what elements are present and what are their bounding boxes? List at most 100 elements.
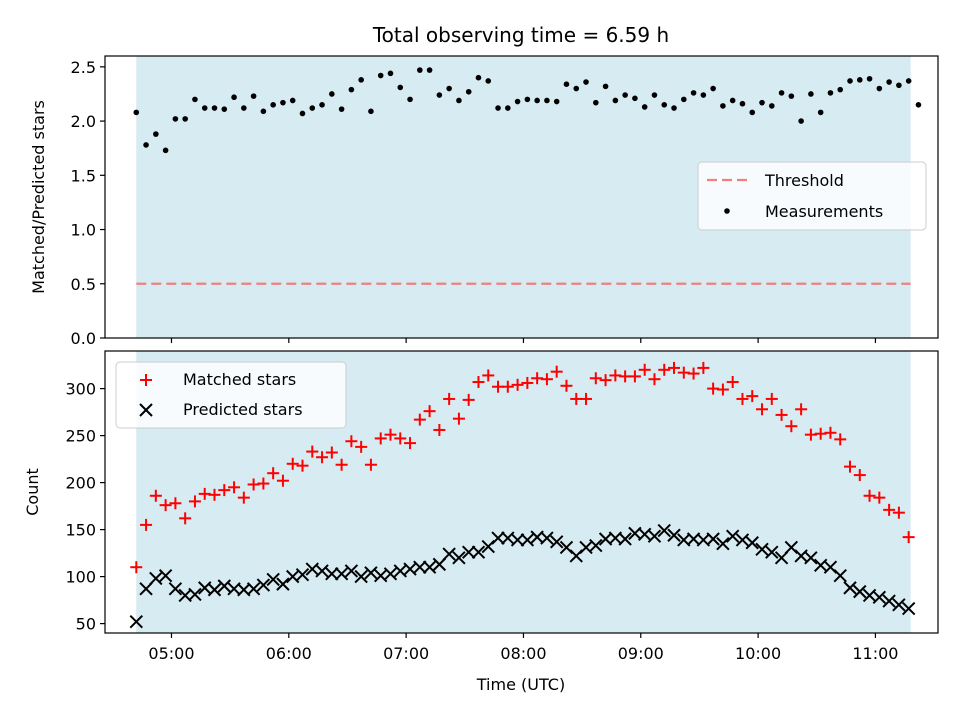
- x-tick-label: 11:00: [852, 644, 898, 663]
- bottom-y-axis-ticks: 50 100 150 200 250 300: [65, 380, 105, 634]
- predicted-star-point: [647, 529, 662, 543]
- measurement-point: [524, 96, 531, 103]
- bottom-legend-box: [115, 361, 347, 429]
- measurement-point: [593, 99, 599, 106]
- measurement-point: [808, 91, 814, 97]
- matched-star-point: [589, 372, 602, 385]
- measurement-point: [270, 102, 276, 108]
- top-y-tick-label: 2.5: [71, 58, 96, 77]
- matched-star-point: [668, 361, 681, 374]
- measurement-point: [485, 78, 492, 84]
- measurement-point: [446, 85, 452, 92]
- matched-star-point: [853, 469, 866, 482]
- predicted-star-point: [246, 582, 261, 596]
- matched-star-point: [824, 426, 837, 439]
- matched-stars-points: [130, 361, 915, 574]
- predicted-star-point: [442, 547, 456, 561]
- predicted-star-point: [657, 523, 671, 538]
- predicted-star-point: [882, 594, 896, 608]
- predicted-star-point: [188, 587, 202, 602]
- measurement-point: [289, 97, 296, 104]
- predicted-star-point: [745, 536, 759, 550]
- matched-star-point: [550, 365, 563, 378]
- measurement-point: [573, 85, 580, 92]
- measurement-point: [514, 98, 521, 105]
- top-panel-frame: [104, 55, 939, 339]
- measurement-point: [338, 106, 345, 112]
- bottom-y-tick-label: 50: [76, 615, 96, 634]
- top-x-axis-ticks: [170, 338, 877, 343]
- matched-star-point: [188, 495, 201, 508]
- predicted-star-point: [158, 568, 173, 583]
- measurement-point: [241, 105, 247, 111]
- matched-star-point: [355, 440, 368, 453]
- measurement-point: [250, 93, 257, 99]
- measurement-point: [544, 97, 550, 104]
- matched-star-point: [384, 428, 397, 441]
- matched-star-point: [267, 467, 280, 480]
- predicted-star-point: [774, 551, 789, 565]
- bottom-y-axis-label: Count: [23, 468, 42, 516]
- matched-star-point: [785, 420, 798, 433]
- matched-star-point: [521, 376, 534, 389]
- measurement-point: [583, 79, 589, 85]
- matched-star-point: [345, 435, 358, 448]
- measurement-point: [563, 81, 570, 87]
- predicted-star-point: [325, 567, 339, 581]
- measurement-point: [407, 96, 413, 103]
- matched-star-point: [404, 437, 417, 450]
- measurement-point: [231, 94, 237, 101]
- matched-star-point: [228, 481, 241, 494]
- matched-star-point: [306, 445, 319, 458]
- measurement-point: [778, 90, 785, 96]
- matched-star-point: [413, 413, 426, 426]
- measurement-point: [661, 102, 668, 108]
- measurement-point: [612, 97, 619, 104]
- predicted-star-point: [618, 532, 632, 546]
- matched-star-point: [883, 503, 896, 516]
- legend-matched-marker: [140, 374, 152, 386]
- measurement-point: [759, 99, 765, 106]
- matched-star-point: [325, 446, 338, 459]
- predicted-star-point: [667, 528, 681, 542]
- matched-star-point: [462, 393, 475, 406]
- matched-star-point: [873, 491, 886, 504]
- measurement-point: [602, 83, 609, 90]
- legend-matched-label: Matched stars: [183, 370, 296, 389]
- predicted-star-point: [735, 533, 750, 547]
- predicted-star-point: [540, 531, 554, 545]
- measurement-point: [133, 109, 140, 116]
- matched-star-point: [746, 390, 759, 403]
- matched-star-point: [237, 491, 250, 504]
- top-y-tick-label: 1.5: [71, 166, 96, 185]
- measurement-point: [671, 105, 677, 111]
- predicted-star-point: [295, 568, 310, 582]
- measurement-point: [817, 109, 824, 116]
- predicted-star-point: [354, 569, 368, 584]
- measurement-point: [260, 108, 267, 115]
- matched-star-point: [374, 432, 387, 445]
- predicted-star-point: [549, 535, 564, 549]
- predicted-star-point: [765, 545, 779, 559]
- measurement-point: [397, 84, 404, 91]
- measurement-point: [651, 92, 658, 98]
- matched-star-point: [443, 392, 456, 405]
- predicted-star-point: [139, 582, 153, 596]
- predicted-star-point: [461, 545, 476, 559]
- predicted-star-point: [452, 551, 466, 565]
- measurement-point: [622, 92, 628, 98]
- measurement-point: [798, 118, 804, 124]
- matched-star-point: [716, 383, 729, 396]
- predicted-star-point: [706, 532, 720, 546]
- measurement-point: [827, 90, 834, 96]
- x-tick-label: 06:00: [266, 644, 312, 663]
- measurement-point: [172, 116, 179, 122]
- matched-star-point: [697, 361, 710, 374]
- predicted-star-point: [256, 578, 271, 592]
- matched-star-point: [902, 531, 915, 544]
- matched-star-point: [286, 457, 299, 470]
- measurement-point: [426, 67, 433, 73]
- matched-star-point: [296, 459, 309, 472]
- measurement-point: [641, 104, 648, 110]
- chart-title: Total observing time = 6.59 h: [372, 23, 669, 47]
